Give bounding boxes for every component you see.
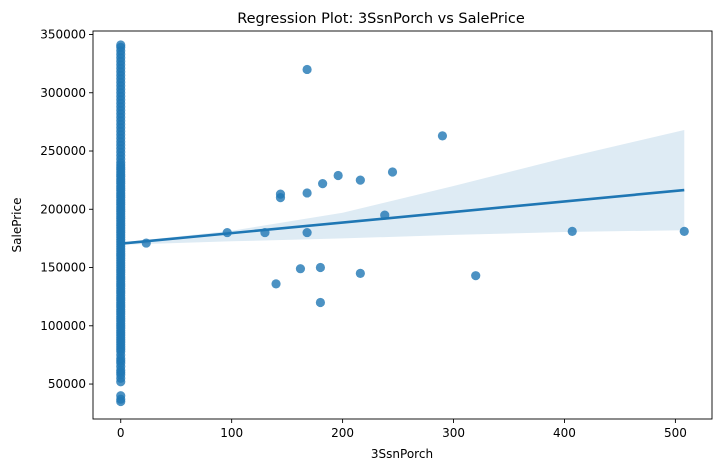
- y-tick-label: 200000: [40, 202, 86, 216]
- data-point: [116, 40, 126, 50]
- confidence-band-layer: [120, 130, 685, 245]
- y-tick-label: 300000: [40, 86, 86, 100]
- data-point: [567, 226, 577, 237]
- y-tick-label: 150000: [40, 261, 86, 275]
- data-point: [315, 262, 326, 273]
- confidence-band: [120, 130, 685, 245]
- data-point: [315, 297, 326, 308]
- y-tick-label: 100000: [40, 319, 86, 333]
- data-point: [275, 189, 286, 199]
- y-axis-label: SalePrice: [10, 198, 24, 253]
- data-point: [387, 167, 398, 177]
- x-axis-ticks: 0 100 200 300 400 500: [117, 419, 687, 440]
- data-point: [355, 268, 365, 278]
- y-tick-label: 350000: [40, 27, 86, 41]
- data-point: [271, 279, 281, 289]
- y-tick-label: 250000: [40, 144, 86, 158]
- data-point: [333, 170, 343, 181]
- x-tick-label: 400: [553, 426, 576, 440]
- data-point: [355, 175, 365, 185]
- data-point: [116, 391, 126, 401]
- data-point: [471, 271, 481, 281]
- data-point: [318, 179, 328, 189]
- data-point: [302, 64, 312, 75]
- plot-frame: [92, 30, 713, 420]
- y-tick-label: 50000: [48, 377, 86, 391]
- x-axis-label: 3SsnPorch: [371, 447, 433, 461]
- x-tick-label: 100: [220, 426, 243, 440]
- x-tick-label: 0: [117, 426, 125, 440]
- x-tick-label: 300: [442, 426, 465, 440]
- x-tick-label: 500: [664, 426, 687, 440]
- regression-line: [120, 188, 685, 245]
- data-point: [302, 188, 312, 198]
- points-layer: [116, 40, 689, 407]
- data-point: [679, 226, 689, 237]
- y-axis-ticks: 50000 100000 150000 200000 250000 300000 35000…: [40, 27, 93, 391]
- data-point: [302, 227, 312, 238]
- regression-line-layer: [120, 188, 685, 245]
- data-point: [295, 264, 306, 274]
- x-tick-label: 200: [331, 426, 354, 440]
- chart-title: Regression Plot: 3SsnPorch vs SalePrice: [237, 11, 525, 27]
- data-point: [437, 131, 448, 141]
